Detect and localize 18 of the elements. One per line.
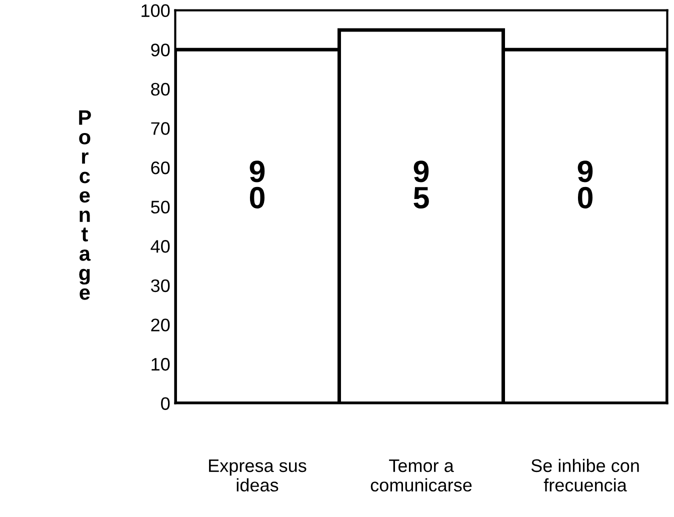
- y-tick-label: 50: [151, 200, 170, 214]
- text: Porcentage: [79, 110, 91, 300]
- x-tick-label: Temor a comunicarse: [370, 459, 472, 492]
- x-tick-label: Se inhibe con frecuencia: [531, 458, 639, 492]
- data-label: 9 0: [578, 160, 593, 208]
- y-tick-label: 30: [150, 279, 170, 292]
- y-tick-label: 80: [151, 82, 170, 96]
- y-tick-label: 90: [151, 44, 170, 56]
- y-tick-label: 70: [151, 122, 170, 135]
- x-tick-label: Expresa sus ideas: [209, 459, 306, 492]
- y-tick-label: 40: [150, 240, 170, 253]
- y-tick-label: 20: [151, 318, 170, 332]
- y-tick-label: 60: [151, 161, 170, 174]
- y-tick-label: 0: [161, 397, 170, 410]
- data-label: 9 5: [414, 160, 429, 208]
- y-tick-label: 10: [152, 358, 170, 371]
- data-label: 9 0: [250, 160, 265, 208]
- y-tick-label: 100: [142, 4, 170, 18]
